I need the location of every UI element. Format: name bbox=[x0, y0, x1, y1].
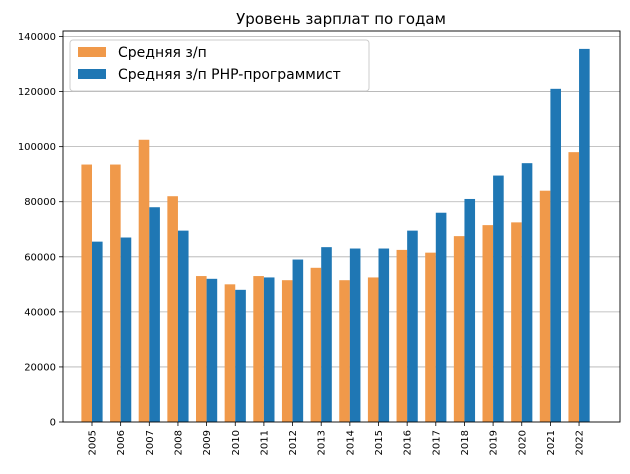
bar-avg-salary-2013 bbox=[310, 267, 322, 422]
bar-avg-salary-2010 bbox=[224, 284, 236, 422]
bar-php-salary-2010 bbox=[235, 289, 246, 422]
bar-php-salary-2020 bbox=[521, 163, 533, 423]
bar-php-salary-2005 bbox=[92, 241, 103, 422]
bar-php-salary-2008 bbox=[177, 230, 189, 422]
x-tick-label: 2017 bbox=[431, 430, 442, 455]
bar-php-salary-2012 bbox=[292, 259, 304, 422]
x-tick-label: 2016 bbox=[403, 430, 414, 455]
bar-php-salary-2018 bbox=[464, 198, 476, 422]
x-tick-label: 2008 bbox=[173, 430, 184, 455]
bar-avg-salary-2005 bbox=[81, 164, 92, 422]
y-tick-label: 100000 bbox=[18, 142, 56, 153]
y-tick-label: 40000 bbox=[24, 307, 56, 318]
x-tick-label: 2011 bbox=[259, 430, 270, 455]
bar-php-salary-2014 bbox=[349, 248, 361, 422]
bar-avg-salary-2012 bbox=[281, 280, 293, 422]
bar-php-salary-2009 bbox=[206, 278, 218, 422]
x-tick-label: 2014 bbox=[345, 430, 356, 455]
bar-avg-salary-2015 bbox=[367, 277, 379, 422]
bar-avg-salary-2006 bbox=[110, 164, 121, 422]
x-tick-label: 2012 bbox=[288, 430, 299, 455]
bar-php-salary-2019 bbox=[493, 175, 504, 422]
bar-php-salary-2007 bbox=[149, 207, 160, 422]
bar-avg-salary-2022 bbox=[568, 152, 580, 423]
bar-avg-salary-2020 bbox=[511, 222, 522, 422]
x-tick-label: 2010 bbox=[231, 430, 242, 455]
y-tick-label: 120000 bbox=[18, 87, 56, 98]
legend-label: Средняя з/п bbox=[118, 45, 207, 61]
x-tick-label: 2009 bbox=[202, 430, 213, 455]
x-tick-label: 2007 bbox=[145, 430, 156, 455]
y-tick-label: 140000 bbox=[18, 32, 56, 43]
x-tick-label: 2020 bbox=[517, 430, 528, 455]
bar-avg-salary-2019 bbox=[482, 225, 494, 422]
bar-avg-salary-2021 bbox=[539, 190, 551, 422]
legend-box bbox=[69, 39, 370, 92]
y-tick-label: 20000 bbox=[24, 362, 56, 373]
bar-avg-salary-2014 bbox=[339, 280, 350, 422]
x-tick-label: 2005 bbox=[88, 430, 99, 455]
x-tick-label: 2006 bbox=[116, 430, 127, 455]
bar-avg-salary-2009 bbox=[196, 276, 207, 422]
y-tick-label: 80000 bbox=[24, 197, 56, 208]
y-tick-label: 60000 bbox=[24, 252, 56, 263]
bar-php-salary-2017 bbox=[435, 212, 447, 422]
bar-avg-salary-2017 bbox=[425, 252, 436, 422]
x-tick-label: 2013 bbox=[317, 430, 328, 455]
bar-avg-salary-2007 bbox=[138, 139, 150, 422]
chart-title: Уровень зарплат по годам bbox=[236, 10, 446, 28]
bar-avg-salary-2008 bbox=[167, 196, 178, 422]
bar-php-salary-2021 bbox=[550, 88, 561, 422]
bar-avg-salary-2011 bbox=[253, 276, 264, 422]
bar-php-salary-2022 bbox=[579, 48, 590, 422]
bar-php-salary-2015 bbox=[378, 248, 390, 422]
bar-avg-salary-2016 bbox=[396, 249, 408, 422]
legend-swatch bbox=[78, 69, 106, 79]
x-tick-label: 2015 bbox=[374, 430, 385, 455]
y-tick-label: 0 bbox=[50, 418, 56, 429]
legend-label: Средняя з/п PHP-программист bbox=[118, 67, 341, 83]
x-tick-label: 2022 bbox=[575, 430, 586, 455]
x-tick-label: 2021 bbox=[546, 430, 557, 455]
x-tick-label: 2018 bbox=[460, 430, 471, 455]
bar-php-salary-2006 bbox=[120, 237, 132, 422]
plot-frame bbox=[62, 30, 621, 423]
bar-avg-salary-2018 bbox=[453, 236, 465, 422]
bar-php-salary-2011 bbox=[263, 277, 275, 422]
bar-php-salary-2016 bbox=[407, 230, 418, 422]
bar-php-salary-2013 bbox=[321, 247, 332, 422]
x-tick-label: 2019 bbox=[489, 430, 500, 455]
legend-swatch bbox=[78, 47, 106, 57]
